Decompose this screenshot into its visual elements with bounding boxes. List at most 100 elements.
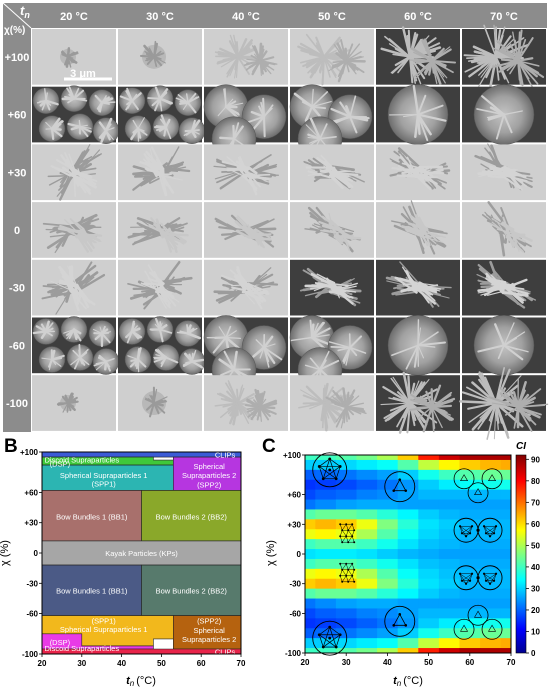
- heatmap-cell: [377, 529, 399, 540]
- heatmap-cell: [305, 455, 316, 461]
- phase-x-tick-label: 60: [197, 659, 206, 668]
- heatmap-cell: [315, 519, 337, 530]
- heatmap-cell: [438, 479, 460, 491]
- heatmap-cell: [335, 529, 357, 540]
- heatmap-cell: [377, 509, 399, 520]
- heatmap-cell: [315, 648, 337, 654]
- heatmap-cell: [397, 499, 419, 510]
- heatmap-cell: [438, 549, 460, 560]
- heatmap-cell: [480, 539, 502, 550]
- heatmap-cell: [356, 608, 378, 619]
- heatmap-x-tick-label: 60: [465, 658, 474, 667]
- phase-x-tick-label: 30: [77, 659, 86, 668]
- heatmap-cell: [480, 608, 502, 619]
- heatmap-x-tick-label: 40: [383, 658, 392, 667]
- heatmap-cell: [335, 549, 357, 560]
- heatmap-cell: [438, 529, 460, 540]
- phase-label: (SPP2): [197, 480, 222, 489]
- phase-label: Kayak Particles (KPs): [105, 549, 178, 558]
- heatmap-cell: [397, 618, 419, 629]
- phase-x-tick-label: 40: [117, 659, 126, 668]
- heatmap-cell: [418, 558, 440, 570]
- sem-cell: [32, 85, 120, 144]
- heatmap-cell: [335, 618, 357, 629]
- heatmap-cell: [418, 638, 440, 649]
- colorbar-tick-label: 90: [531, 455, 540, 464]
- heatmap-cell: [438, 519, 460, 530]
- heatmap-cell: [397, 519, 419, 530]
- row-header: +30: [8, 167, 27, 179]
- heatmap-cell: [418, 455, 440, 461]
- heatmap-cell: [459, 628, 481, 639]
- sem-cell: [32, 144, 116, 201]
- sem-cell: [118, 316, 206, 375]
- heatmap-y-tick-label: +60: [287, 491, 301, 500]
- heatmap-cell: [500, 598, 512, 609]
- sem-cell: [462, 201, 546, 258]
- heatmap-cell: [356, 539, 378, 550]
- colorbar-label: CI: [516, 441, 526, 452]
- heatmap-cell: [438, 618, 460, 629]
- phase-label: (SPP1): [92, 479, 117, 488]
- structure-inset-two-circles: [453, 565, 503, 591]
- heatmap-cell: [315, 608, 337, 619]
- heatmap-cell: [305, 489, 316, 501]
- heatmap-cell: [335, 539, 357, 550]
- phase-x-tick-label: 50: [157, 659, 166, 668]
- heatmap-cell: [315, 455, 337, 461]
- phase-y-axis-label: χ (%): [0, 540, 11, 566]
- colorbar-tick-label: 70: [531, 498, 540, 507]
- heatmap-cell: [418, 608, 440, 619]
- heatmap-cell: [418, 529, 440, 540]
- heatmap-x-tick-label: 70: [507, 658, 516, 667]
- sem-cell: [376, 259, 460, 316]
- heatmap-cell: [480, 469, 502, 481]
- heatmap-cell: [418, 539, 440, 550]
- heatmap-cell: [459, 479, 481, 491]
- row-header: -100: [6, 398, 28, 410]
- heatmap-cell: [377, 469, 399, 481]
- heatmap-cell: [459, 648, 481, 654]
- sem-image-cells: [32, 24, 549, 440]
- column-header: 30 °C: [146, 11, 174, 23]
- heatmap-cell: [305, 558, 316, 570]
- phase-label: (DSP): [50, 638, 71, 647]
- heatmap-cell: [480, 519, 502, 530]
- heatmap-cell: [335, 509, 357, 520]
- heatmap-cell: [397, 455, 419, 461]
- heatmap-cell: [480, 509, 502, 520]
- phase-label: Discoid Supraparticles: [44, 644, 119, 653]
- heatmap-cell: [356, 519, 378, 530]
- heatmap-cell: [500, 638, 512, 649]
- phase-label: Discoid Supraparticles: [44, 456, 119, 465]
- sem-cell: [118, 29, 202, 85]
- heatmap-cell: [480, 618, 502, 629]
- colorbar-tick-label: 20: [531, 606, 540, 615]
- heatmap-cell: [335, 608, 357, 619]
- row-header: +100: [5, 52, 30, 64]
- heatmap-cell: [418, 509, 440, 520]
- heatmap-cell: [315, 469, 337, 481]
- heatmap-cell: [356, 598, 378, 609]
- sem-cell: [459, 367, 549, 440]
- heatmap-cell: [459, 608, 481, 619]
- row-header-bar: [3, 28, 31, 432]
- heatmap-cell: [438, 455, 460, 461]
- heatmap-cell: [335, 638, 357, 649]
- heatmap-cell: [500, 648, 512, 654]
- heatmap-y-tick-label: +30: [287, 520, 301, 529]
- heatmap-cell: [459, 588, 481, 600]
- heatmap-x-tick-label: 50: [424, 658, 433, 667]
- heatmap-cell: [335, 648, 357, 654]
- sem-cell: [118, 375, 202, 431]
- heatmap-cell: [397, 648, 419, 654]
- heatmap-cell: [418, 578, 440, 590]
- heatmap-cell: [397, 558, 419, 570]
- structure-inset-lattice: [339, 562, 356, 583]
- phase-label: Bow Bundles 2 (BB2): [156, 586, 228, 595]
- phase-regions: [41, 451, 242, 655]
- heatmap-cell: [305, 618, 316, 629]
- heatmap-x-axis-label: tn (°C): [393, 675, 423, 688]
- heatmap-cell: [459, 568, 481, 580]
